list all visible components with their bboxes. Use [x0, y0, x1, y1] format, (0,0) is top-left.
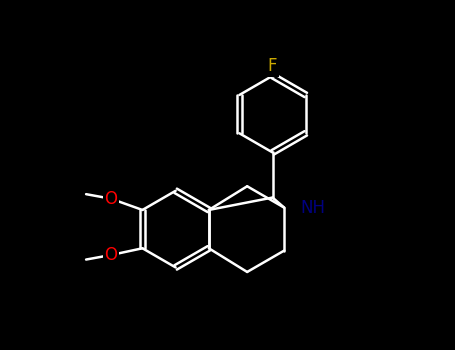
Text: O: O [104, 190, 117, 208]
Text: F: F [268, 57, 278, 75]
Text: O: O [104, 246, 117, 264]
Text: NH: NH [300, 199, 325, 217]
